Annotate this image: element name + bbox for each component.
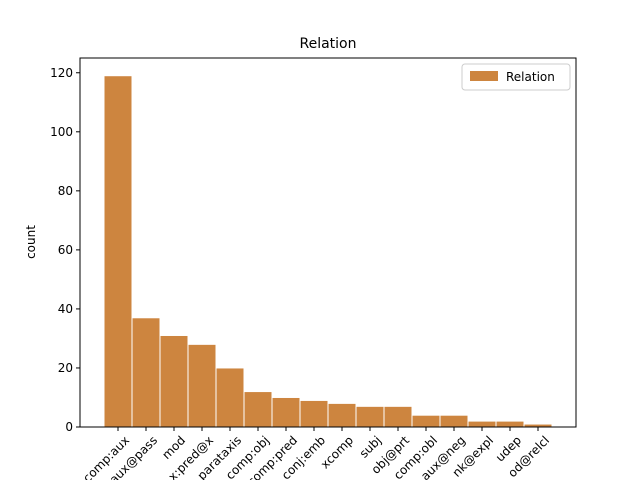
- bar: [439, 414, 469, 428]
- y-tick-label: 80: [58, 184, 73, 198]
- bar: [299, 399, 329, 428]
- y-tick-label: 0: [65, 420, 73, 434]
- bar: [271, 396, 301, 428]
- bar: [411, 414, 441, 428]
- y-tick-label: 20: [58, 361, 73, 375]
- bar: [187, 343, 217, 428]
- y-tick-label: 120: [50, 66, 73, 80]
- legend-label: Relation: [506, 70, 555, 84]
- y-axis-label: count: [24, 225, 38, 259]
- y-tick-label: 60: [58, 243, 73, 257]
- bar: [215, 367, 245, 428]
- y-tick-label: 100: [50, 125, 73, 139]
- bar: [355, 405, 385, 428]
- bar: [327, 402, 357, 428]
- bar: [495, 420, 525, 428]
- legend-frame: [461, 63, 571, 91]
- bar: [467, 420, 497, 428]
- bar: [383, 405, 413, 428]
- y-tick-label: 40: [58, 302, 73, 316]
- bar: [159, 334, 189, 428]
- bar: [131, 317, 161, 428]
- bar: [243, 391, 273, 428]
- legend-swatch: [470, 71, 498, 81]
- chart-title: Relation: [300, 36, 357, 52]
- bar: [103, 75, 133, 428]
- axes-frame: [79, 57, 577, 428]
- legend: Relation: [461, 63, 571, 91]
